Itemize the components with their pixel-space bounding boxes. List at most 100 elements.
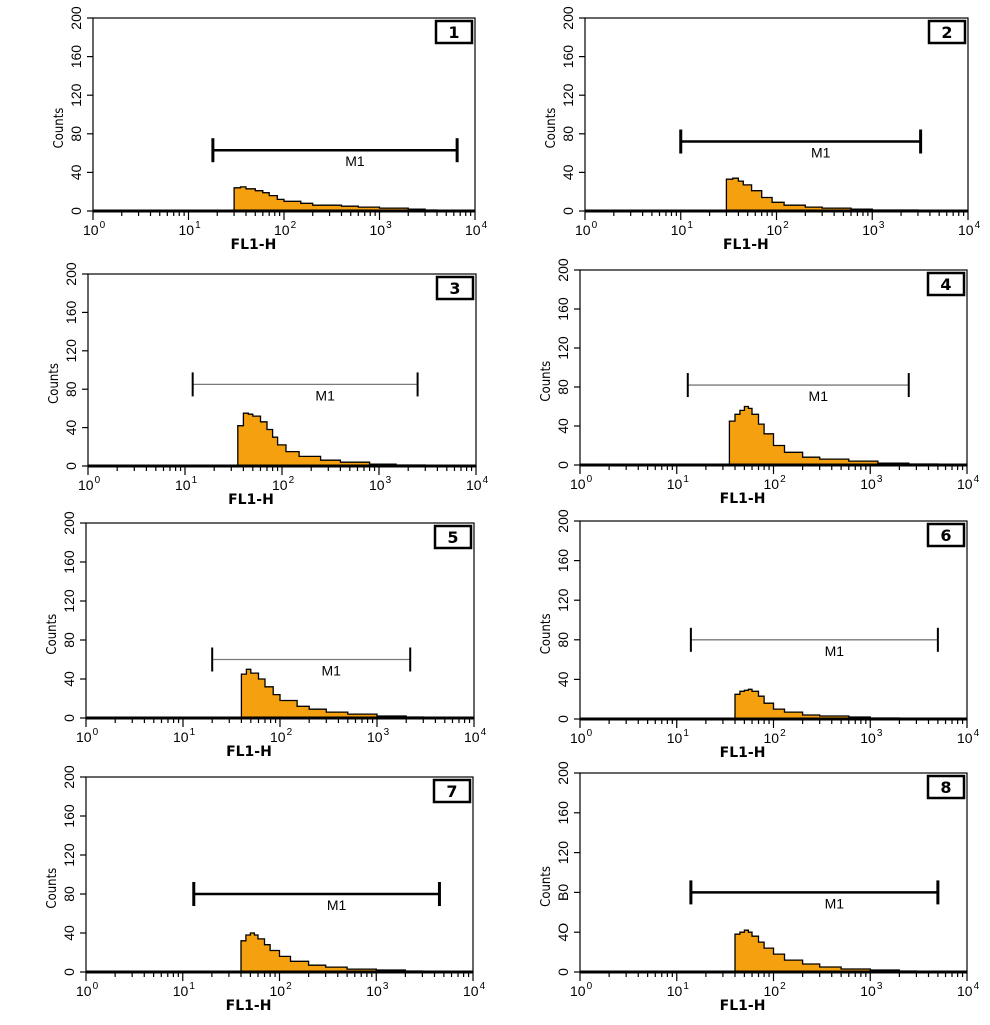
x-axis-title: FL1-H [723,237,769,253]
y-tick-label: 200 [560,6,576,30]
y-tick-label: 0 [63,462,79,470]
y-tick-label: 160 [560,45,576,69]
y-tick-label: 200 [68,6,84,30]
panel-number: 5 [447,528,458,547]
x-tick-label: 103 [366,981,389,999]
y-tick-label: 120 [63,339,79,363]
x-tick-label: 102 [764,728,787,746]
y-tick-label: 200 [63,262,79,286]
y-axis-title: Counts [539,866,554,907]
panel-number: 2 [941,23,952,42]
y-tick-label: 0 [68,207,84,215]
panel-badge [927,19,967,45]
x-tick-label: 103 [370,220,393,238]
panel-badge [926,774,966,800]
x-tick-label: 104 [466,475,489,493]
y-tick-label: 80 [68,126,84,142]
plot-frame [92,17,476,212]
marker-m1: M1 [192,882,441,913]
x-tick-label: 103 [862,220,885,238]
x-axis-title: FL1-H [231,237,277,253]
histogram-area [240,932,424,973]
panel-badge [432,778,472,804]
x-tick-label: 101 [179,220,202,238]
marker-label: M1 [825,895,845,911]
x-tick-label: 101 [173,981,196,999]
y-tick-label: 160 [68,45,84,69]
x-tick-label: 104 [957,981,980,999]
x-tick-label: 104 [464,727,487,745]
panel-badge [926,522,966,548]
x-tick-label: 104 [465,220,488,238]
x-tick-label: 101 [173,727,196,745]
histogram-area [725,177,919,212]
marker-m1: M1 [679,129,923,161]
x-tick-label: 102 [270,981,293,999]
plot-frame [579,520,968,720]
y-tick-label: 120 [560,83,576,107]
y-tick-label: 120 [555,588,571,612]
plot-frame [85,776,474,973]
x-tick-label: 100 [570,981,593,999]
y-tick-label: 200 [555,761,571,785]
x-tick-label: 101 [667,981,690,999]
panel-number: 6 [940,526,951,545]
x-tick-label: 102 [270,727,293,745]
x-tick-label: 102 [272,475,295,493]
y-tick-label: 40 [61,925,77,941]
marker-m1: M1 [211,138,459,169]
plot-frame [87,273,477,467]
panel-number: 7 [446,782,457,801]
x-tick-label: 100 [570,728,593,746]
y-tick-label: 160 [61,550,77,574]
x-axis-title: FL1-H [720,998,766,1014]
histogram-area [734,929,918,973]
x-tick-label: 100 [570,474,593,492]
x-tick-label: 102 [767,220,790,238]
y-tick-label: 0 [61,714,77,722]
histogram-panel-3: 100 101 102 103 104 FL1-H 0 40 80 120 160 200 Counts… [47,262,489,508]
x-tick-label: 101 [175,475,198,493]
panel-number: 8 [940,778,951,797]
y-tick-label: 160 [555,801,571,825]
y-axis-title: Counts [45,868,60,909]
y-axis-title: Counts [539,361,554,402]
y-tick-label: 80 [555,632,571,648]
histogram-panel-8: 100 101 102 103 104 FL1-H 0 4O B0 120 160 200 Counts… [539,761,980,1014]
y-tick-label: 80 [555,379,571,395]
marker-m1: M1 [686,373,910,404]
y-tick-label: 0 [555,461,571,469]
x-axis-title: FL1-H [226,998,272,1014]
y-tick-label: 160 [61,804,77,828]
y-tick-label: 80 [61,886,77,902]
x-tick-label: 104 [958,220,981,238]
y-tick-label: 0 [61,968,77,976]
y-tick-label: 40 [555,671,571,687]
y-tick-label: 40 [68,164,84,180]
panel-number: 3 [449,279,460,298]
x-axis-title: FL1-H [228,492,274,508]
marker-m1: M1 [211,647,412,679]
histogram-panel-1: 100 101 102 103 104 FL1-H 0 40 80 120 160 200 Counts… [52,6,488,253]
x-tick-label: 103 [860,981,883,999]
y-axis-title: Counts [539,613,554,654]
x-tick-label: 102 [764,474,787,492]
x-tick-label: 103 [369,475,392,493]
panel-badge [435,275,475,301]
histogram-panel-4: 100 101 102 103 104 FL1-H 0 40 80 120 160 200 Counts… [539,258,980,507]
marker-m1: M1 [191,372,419,403]
marker-label: M1 [321,663,341,679]
marker-label: M1 [315,387,335,403]
marker-label: M1 [345,153,365,169]
y-axis-title: Counts [45,614,60,655]
histogram-area [240,668,424,719]
plot-frame [584,17,969,212]
x-tick-label: 101 [671,220,694,238]
y-tick-label: 120 [68,83,84,107]
y-axis-title: Counts [544,108,559,149]
panel-number: 4 [940,275,951,294]
y-tick-label: 0 [555,715,571,723]
histogram-area [233,186,438,212]
y-tick-label: 120 [555,841,571,865]
